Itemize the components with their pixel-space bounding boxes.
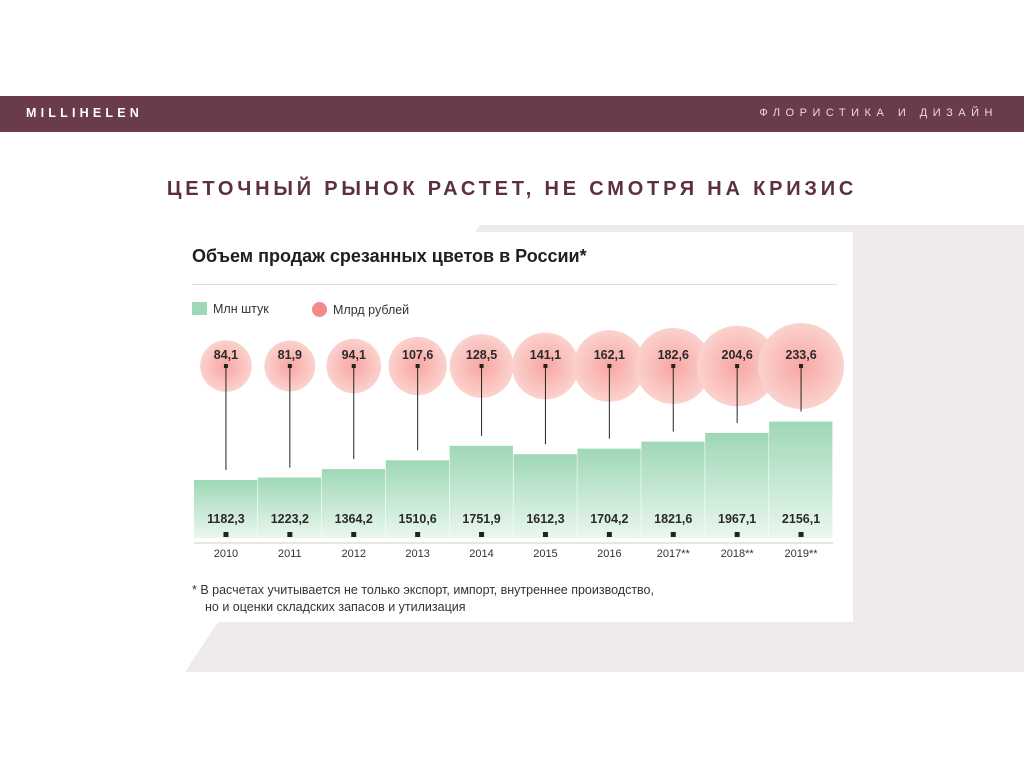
x-tick-2017**: 2017** [657, 548, 691, 560]
x-tick-2015: 2015 [533, 548, 557, 560]
bar-2018** [705, 432, 769, 538]
bar-2014 [449, 445, 513, 538]
pcs-label-2010: 1182,3 [207, 512, 245, 526]
rub-label-2010: 84,1 [214, 348, 238, 362]
pcs-label-2017**: 1821,6 [654, 512, 692, 526]
pcs-marker-2017** [670, 532, 676, 537]
connector-dot-2016 [607, 364, 612, 368]
bubbles-layer [200, 323, 845, 409]
legend-swatch-rub [312, 302, 327, 317]
bar-2015 [513, 454, 577, 538]
pcs-marker-2011 [287, 532, 293, 537]
pcs-marker-2012 [351, 532, 357, 537]
connector-dot-2017** [671, 364, 676, 368]
pcs-marker-2014 [479, 532, 485, 537]
pcs-marker-2010 [223, 532, 229, 537]
x-tick-2011: 2011 [278, 548, 302, 560]
pcs-label-2019**: 2156,1 [782, 512, 820, 526]
rub-label-2018**: 204,6 [722, 348, 753, 362]
pcs-label-2011: 1223,2 [271, 512, 309, 526]
rub-label-2011: 81,9 [278, 348, 302, 362]
pcs-marker-2013 [415, 532, 421, 537]
pcs-marker-2018** [734, 532, 740, 537]
chart-title: Объем продаж срезанных цветов в России* [192, 246, 587, 266]
bar-2011 [257, 477, 322, 538]
brand-name: MILLIHELEN [26, 106, 143, 120]
connector-dot-2019** [799, 364, 804, 368]
connector-dot-2012 [351, 364, 356, 368]
pcs-marker-2019** [798, 532, 804, 537]
slide-title: ЦЕТОЧНЫЙ РЫНОК РАСТЕТ, НЕ СМОТРЯ НА КРИЗ… [166, 178, 858, 200]
rub-label-2014: 128,5 [466, 348, 497, 362]
bar-2010 [194, 480, 258, 538]
bar-2017** [641, 441, 705, 538]
pcs-marker-2016 [606, 532, 612, 537]
legend-item-pcs: Млн штук [192, 302, 269, 316]
bar-2012 [321, 469, 386, 538]
bars-layer [194, 421, 833, 544]
bar-2013 [385, 460, 449, 538]
footnote-line-1: * В расчетах учитывается не только экспо… [192, 583, 654, 597]
pcs-marker-2015 [542, 532, 548, 537]
x-tick-2013: 2013 [405, 548, 429, 560]
pcs-label-2013: 1510,6 [399, 512, 437, 526]
legend-label-pcs: Млн штук [213, 302, 269, 316]
legend-item-rub: Млрд рублей [312, 302, 409, 317]
rub-label-2017**: 182,6 [658, 348, 689, 362]
chart-plot: 84,1 1182,3 2010 81,9 1223,2 2011 94,1 1364,2 20… [194, 323, 845, 560]
connector-dot-2018** [735, 364, 740, 368]
chart-panel: Объем продаж срезанных цветов в России* … [172, 232, 853, 622]
connector-dot-2013 [415, 364, 420, 368]
connector-dot-2010 [223, 364, 228, 368]
connectors-layer [223, 364, 804, 470]
x-tick-2018**: 2018** [721, 548, 755, 560]
x-tick-2012: 2012 [342, 548, 366, 560]
x-tick-2010: 2010 [214, 548, 238, 560]
bar-2016 [577, 448, 641, 538]
x-tick-2019**: 2019** [785, 548, 819, 560]
footnote: * В расчетах учитывается не только экспо… [192, 582, 654, 616]
pcs-label-2014: 1751,9 [462, 512, 500, 526]
title-divider [192, 284, 837, 285]
connector-dot-2015 [543, 364, 548, 368]
pcs-label-2012: 1364,2 [335, 512, 373, 526]
connector-dot-2014 [479, 364, 484, 368]
legend-label-rub: Млрд рублей [333, 303, 410, 317]
connector-dot-2011 [287, 364, 292, 368]
bar-2019** [769, 421, 833, 538]
x-tick-2014: 2014 [469, 548, 493, 560]
x-tick-2016: 2016 [597, 548, 621, 560]
pcs-label-2018**: 1967,1 [718, 512, 756, 526]
labels-layer: 84,1 1182,3 2010 81,9 1223,2 2011 94,1 1364,2 20… [207, 348, 820, 560]
pcs-label-2016: 1704,2 [590, 512, 628, 526]
rub-label-2016: 162,1 [594, 348, 625, 362]
legend-swatch-pcs [192, 302, 207, 315]
top-bar: MILLIHELEN ФЛОРИСТИКА И ДИЗАЙН [0, 96, 1024, 132]
rub-label-2013: 107,6 [402, 348, 433, 362]
brand-tagline: ФЛОРИСТИКА И ДИЗАЙН [759, 107, 998, 119]
rub-label-2012: 94,1 [342, 348, 366, 362]
rub-label-2019**: 233,6 [785, 348, 816, 362]
rub-label-2015: 141,1 [530, 348, 561, 362]
footnote-line-2: но и оценки складских запасов и утилизац… [205, 600, 466, 614]
pcs-label-2015: 1612,3 [526, 512, 564, 526]
